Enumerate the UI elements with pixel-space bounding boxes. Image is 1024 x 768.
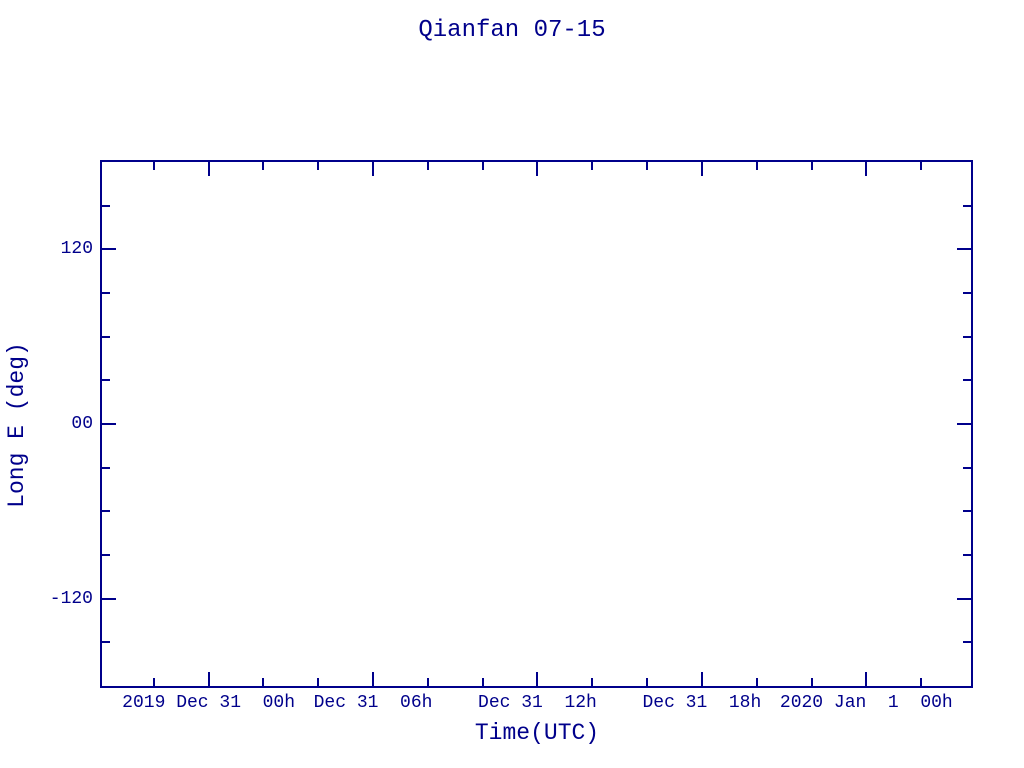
x-tick-label: 2020 Jan 1 00h — [779, 693, 953, 713]
x-minor-tick — [426, 678, 429, 686]
x-minor-tick — [591, 678, 594, 686]
x-major-tick — [536, 162, 539, 176]
x-minor-tick — [755, 678, 758, 686]
x-minor-tick — [810, 162, 813, 170]
chart-title: Qianfan 07-15 — [418, 17, 606, 44]
x-tick-label: Dec 31 18h — [642, 693, 762, 713]
x-tick-label: Dec 31 12h — [478, 693, 597, 713]
y-minor-tick — [963, 379, 971, 382]
x-minor-tick — [920, 162, 923, 170]
x-major-tick — [865, 162, 868, 176]
y-major-tick — [102, 423, 116, 425]
x-minor-tick — [755, 162, 758, 170]
y-minor-tick — [963, 554, 971, 556]
y-minor-tick — [963, 510, 971, 513]
x-minor-tick — [262, 678, 265, 686]
y-tick-label: 00 — [71, 414, 93, 434]
x-major-tick — [207, 162, 210, 176]
x-tick-label: Dec 31 06h — [313, 693, 433, 713]
x-minor-tick — [481, 678, 484, 686]
y-minor-tick — [963, 466, 971, 469]
y-minor-tick — [963, 641, 971, 644]
x-minor-tick — [152, 162, 155, 170]
x-axis-label: Time(UTC) — [474, 720, 600, 746]
y-major-tick — [102, 597, 116, 600]
x-minor-tick — [810, 678, 813, 686]
x-major-tick — [536, 672, 539, 686]
y-minor-tick — [102, 554, 110, 556]
x-minor-tick — [920, 678, 923, 686]
plot-area — [100, 160, 973, 688]
x-minor-tick — [646, 678, 649, 686]
x-tick-label: 2019 Dec 31 00h — [122, 693, 296, 713]
y-major-tick — [957, 423, 971, 425]
x-minor-tick — [481, 162, 484, 170]
y-minor-tick — [102, 335, 110, 338]
y-major-tick — [957, 597, 971, 600]
x-minor-tick — [591, 162, 594, 170]
y-tick-label: 120 — [60, 239, 93, 260]
x-minor-tick — [262, 162, 265, 170]
x-minor-tick — [317, 678, 320, 686]
y-tick-label: -120 — [49, 588, 93, 609]
y-minor-tick — [102, 379, 110, 382]
y-minor-tick — [963, 204, 971, 207]
x-major-tick — [865, 672, 868, 686]
x-minor-tick — [646, 162, 649, 170]
x-minor-tick — [426, 162, 429, 170]
x-major-tick — [207, 672, 210, 686]
x-major-tick — [700, 162, 703, 176]
y-major-tick — [102, 248, 116, 251]
y-minor-tick — [102, 204, 110, 207]
x-minor-tick — [317, 162, 320, 170]
y-minor-tick — [102, 641, 110, 644]
x-major-tick — [372, 162, 375, 176]
y-minor-tick — [963, 335, 971, 338]
x-minor-tick — [152, 678, 155, 686]
y-minor-tick — [102, 466, 110, 469]
y-minor-tick — [963, 292, 971, 294]
y-minor-tick — [102, 292, 110, 294]
y-minor-tick — [102, 510, 110, 513]
x-major-tick — [372, 672, 375, 686]
y-major-tick — [957, 248, 971, 251]
x-major-tick — [700, 672, 703, 686]
